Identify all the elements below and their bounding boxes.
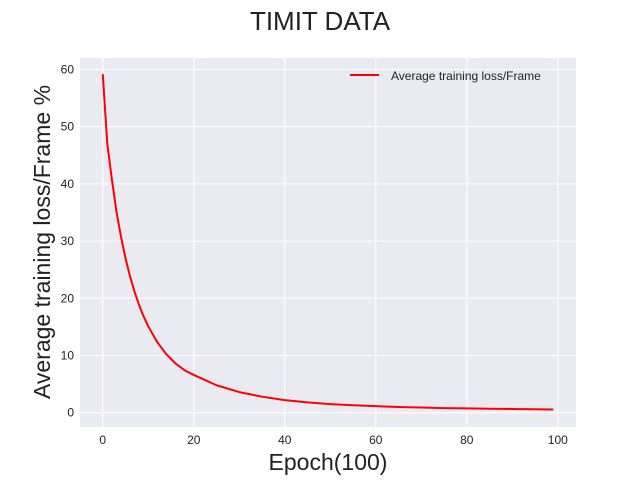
chart-title: TIMIT DATA <box>250 6 391 36</box>
tick-labels: 0 20 40 60 80 100 0 10 20 30 40 50 60 <box>61 62 568 447</box>
x-tick-label: 100 <box>548 433 568 447</box>
x-tick-label: 80 <box>460 433 474 447</box>
y-tick-label: 10 <box>61 348 75 362</box>
y-tick-label: 20 <box>61 291 75 305</box>
series-line <box>101 73 554 411</box>
plot-area <box>80 58 576 427</box>
data-lines <box>101 73 554 411</box>
legend-label: Average training loss/Frame <box>391 69 541 83</box>
legend: Average training loss/Frame <box>350 69 541 83</box>
x-tick-label: 40 <box>278 433 292 447</box>
x-tick-label: 60 <box>369 433 383 447</box>
y-tick-label: 30 <box>61 234 75 248</box>
y-axis-label: Average training loss/Frame % <box>29 85 55 399</box>
x-tick-label: 0 <box>99 433 106 447</box>
y-tick-label: 50 <box>61 120 75 134</box>
y-tick-label: 40 <box>61 177 75 191</box>
x-axis-label: Epoch(100) <box>269 449 388 475</box>
y-tick-label: 60 <box>61 62 75 76</box>
y-tick-label: 0 <box>67 406 74 420</box>
x-tick-label: 20 <box>187 433 201 447</box>
grid <box>80 58 576 427</box>
